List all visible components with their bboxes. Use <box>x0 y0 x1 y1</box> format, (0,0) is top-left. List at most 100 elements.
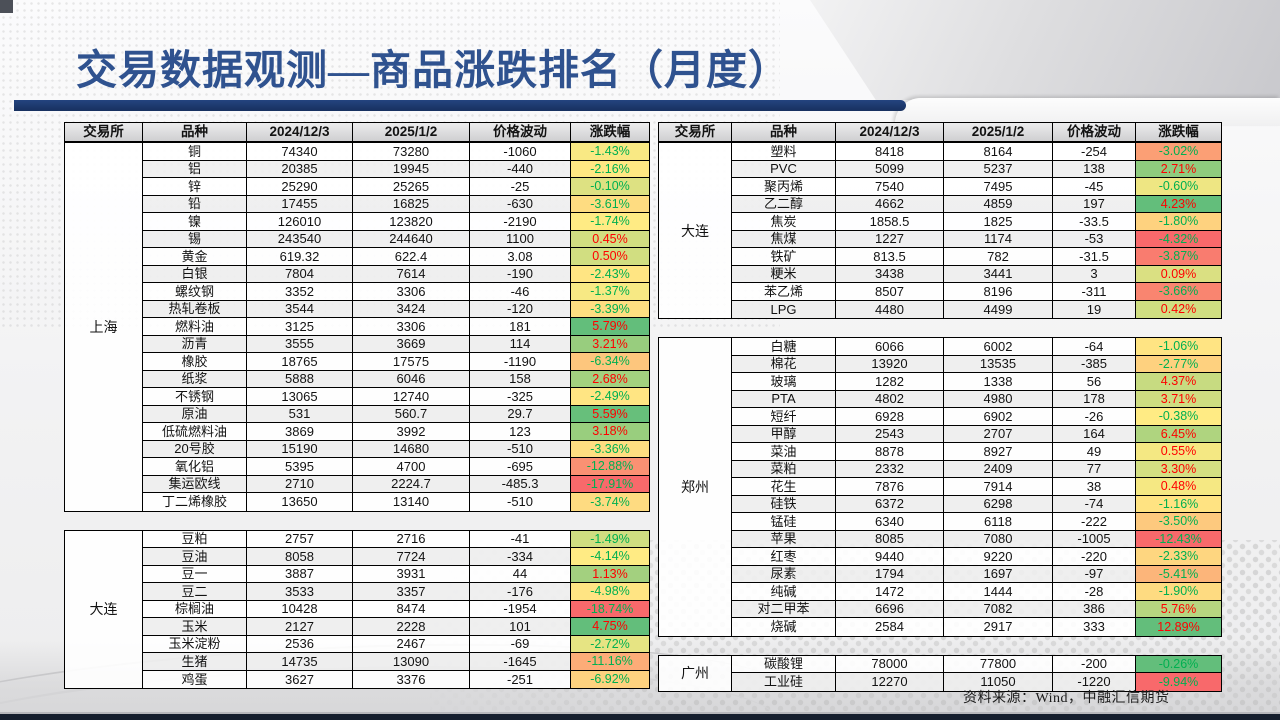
commodity-cell: 棕榈油 <box>143 600 247 618</box>
price-start-cell: 3544 <box>247 300 353 318</box>
price-end-cell: 4499 <box>944 300 1053 318</box>
exchange-section-3: 广州 碳酸锂 78000 77800 -200 -0.26% 工业硅 12270 11050 -1… <box>658 654 1222 692</box>
pct-change-cell: -4.32% <box>1136 230 1221 248</box>
price-start-cell: 8418 <box>836 143 944 161</box>
pct-change-cell: 0.45% <box>571 230 649 248</box>
price-start-cell: 2543 <box>836 425 944 443</box>
price-change-cell: 1100 <box>470 230 571 248</box>
header-cell: 交易所 <box>65 123 143 141</box>
commodity-cell: 焦煤 <box>732 230 836 248</box>
bottom-accent-bar <box>0 712 1280 720</box>
price-start-cell: 15190 <box>247 440 353 458</box>
price-end-cell: 1444 <box>944 583 1053 601</box>
header-cell: 品种 <box>732 123 836 141</box>
price-start-cell: 78000 <box>836 655 944 673</box>
price-change-cell: -1954 <box>470 600 571 618</box>
header-cell: 涨跌幅 <box>589 124 631 140</box>
price-end-cell: 6002 <box>944 338 1053 356</box>
price-end-cell: 2228 <box>353 618 470 636</box>
price-start-cell: 8878 <box>836 443 944 461</box>
commodity-cell: 铜 <box>143 143 247 161</box>
commodity-cell: 粳米 <box>732 265 836 283</box>
price-end-cell: 3424 <box>353 300 470 318</box>
price-end-cell: 4700 <box>353 458 470 476</box>
commodity-cell: 镍 <box>143 213 247 231</box>
commodity-cell: 螺纹钢 <box>143 283 247 301</box>
commodity-cell: 生猪 <box>143 653 247 671</box>
commodity-cell: 豆二 <box>143 583 247 601</box>
data-source-note: 资料来源：Wind，中融汇信期货 <box>963 691 1170 706</box>
pct-change-cell: -12.88% <box>571 458 649 476</box>
price-change-cell: -200 <box>1053 655 1136 673</box>
price-end-cell: 244640 <box>353 230 470 248</box>
price-change-cell: -45 <box>1053 178 1136 196</box>
price-end-cell: 2409 <box>944 460 1053 478</box>
price-change-cell: -64 <box>1053 338 1136 356</box>
price-change-cell: 77 <box>1053 460 1136 478</box>
price-start-cell: 7804 <box>247 265 353 283</box>
price-start-cell: 7876 <box>836 478 944 496</box>
price-start-cell: 6066 <box>836 338 944 356</box>
price-start-cell: 6696 <box>836 600 944 618</box>
commodity-cell: 集运欧线 <box>143 475 247 493</box>
commodity-cell: 铝 <box>143 160 247 178</box>
price-change-cell: 49 <box>1053 443 1136 461</box>
price-change-cell: 164 <box>1053 425 1136 443</box>
commodity-cell: 玉米淀粉 <box>143 635 247 653</box>
price-start-cell: 2127 <box>247 618 353 636</box>
pct-change-cell: 4.37% <box>1136 373 1221 391</box>
price-end-cell: 16825 <box>353 195 470 213</box>
price-start-cell: 13065 <box>247 388 353 406</box>
price-change-cell: -1005 <box>1053 530 1136 548</box>
commodity-cell: 铁矿 <box>732 248 836 266</box>
pct-change-cell: 1.13% <box>571 565 649 583</box>
price-end-cell: 8164 <box>944 143 1053 161</box>
price-start-cell: 3869 <box>247 423 353 441</box>
price-end-cell: 3441 <box>944 265 1053 283</box>
price-start-cell: 4480 <box>836 300 944 318</box>
price-start-cell: 74340 <box>247 143 353 161</box>
price-end-cell: 7724 <box>353 548 470 566</box>
commodity-cell: 热轧卷板 <box>143 300 247 318</box>
price-start-cell: 12270 <box>836 673 944 691</box>
commodity-cell: 白糖 <box>732 338 836 356</box>
exchange-name-cell: 广州 <box>659 655 732 691</box>
price-end-cell: 17575 <box>353 353 470 371</box>
commodity-cell: 纸浆 <box>143 370 247 388</box>
price-start-cell: 5395 <box>247 458 353 476</box>
price-change-cell: -26 <box>1053 408 1136 426</box>
pct-change-cell: -6.34% <box>571 353 649 371</box>
price-end-cell: 3992 <box>353 423 470 441</box>
corner-square-decoration <box>0 0 13 13</box>
pct-change-cell: -2.77% <box>1136 355 1221 373</box>
price-change-cell: -33.5 <box>1053 213 1136 231</box>
price-change-cell: -630 <box>470 195 571 213</box>
commodity-cell: 碳酸锂 <box>732 655 836 673</box>
header-cell: 品种 <box>143 123 247 141</box>
commodity-cell: 豆油 <box>143 548 247 566</box>
price-end-cell: 13535 <box>944 355 1053 373</box>
price-end-cell: 11050 <box>944 673 1053 691</box>
commodity-cell: 塑料 <box>732 143 836 161</box>
commodity-cell: 苯乙烯 <box>732 283 836 301</box>
price-start-cell: 2757 <box>247 530 353 548</box>
price-change-cell: 101 <box>470 618 571 636</box>
price-start-cell: 3533 <box>247 583 353 601</box>
price-start-cell: 4662 <box>836 195 944 213</box>
price-end-cell: 7495 <box>944 178 1053 196</box>
pct-change-cell: 5.76% <box>1136 600 1221 618</box>
price-start-cell: 5888 <box>247 370 353 388</box>
price-start-cell: 20385 <box>247 160 353 178</box>
pct-change-cell: -1.06% <box>1136 338 1221 356</box>
commodity-cell: 菜粕 <box>732 460 836 478</box>
commodity-cell: 甲醇 <box>732 425 836 443</box>
price-change-cell: -1645 <box>470 653 571 671</box>
commodity-cell: 不锈钢 <box>143 388 247 406</box>
price-change-cell: -74 <box>1053 495 1136 513</box>
price-start-cell: 7540 <box>836 178 944 196</box>
price-end-cell: 6298 <box>944 495 1053 513</box>
price-start-cell: 3352 <box>247 283 353 301</box>
price-start-cell: 6372 <box>836 495 944 513</box>
price-change-cell: -97 <box>1053 565 1136 583</box>
